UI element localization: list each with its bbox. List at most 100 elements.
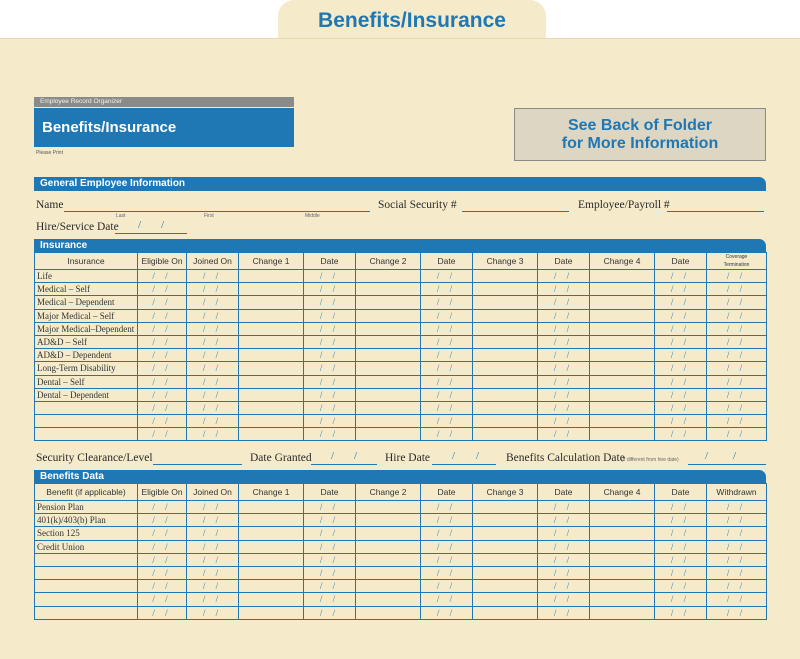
insurance-change-cell[interactable]: [238, 282, 304, 297]
insurance-change-cell[interactable]: [355, 414, 421, 429]
insurance-change-cell[interactable]: [238, 334, 304, 350]
insurance-change-cell[interactable]: [238, 400, 304, 416]
benefits-date-cell[interactable]: / /: [537, 605, 590, 620]
insurance-date-cell[interactable]: / /: [537, 295, 590, 310]
benefits-date-cell[interactable]: / /: [537, 526, 590, 541]
insurance-date-cell[interactable]: / /: [706, 282, 767, 297]
hire-date-field[interactable]: [432, 464, 496, 465]
insurance-date-cell[interactable]: / /: [137, 334, 187, 350]
insurance-date-cell[interactable]: / /: [137, 282, 187, 297]
benefits-date-cell[interactable]: / /: [706, 579, 767, 594]
insurance-date-cell[interactable]: / /: [137, 400, 187, 416]
benefits-change-cell[interactable]: [589, 565, 655, 581]
benefits-change-cell[interactable]: [355, 552, 421, 567]
benefits-calc-field[interactable]: [688, 464, 766, 465]
insurance-date-cell[interactable]: / /: [537, 268, 590, 284]
insurance-date-cell[interactable]: / /: [420, 361, 473, 376]
insurance-change-cell[interactable]: [355, 400, 421, 416]
insurance-change-cell[interactable]: [472, 295, 538, 310]
insurance-change-cell[interactable]: [355, 295, 421, 310]
insurance-date-cell[interactable]: / /: [420, 414, 473, 429]
benefits-date-cell[interactable]: / /: [654, 499, 707, 515]
benefits-date-cell[interactable]: / /: [137, 539, 187, 554]
benefits-date-cell[interactable]: / /: [303, 499, 356, 515]
benefits-date-cell[interactable]: / /: [303, 605, 356, 620]
date-granted-field[interactable]: [311, 464, 377, 465]
insurance-date-cell[interactable]: / /: [537, 387, 590, 402]
insurance-date-cell[interactable]: / /: [654, 268, 707, 284]
benefits-date-cell[interactable]: / /: [186, 513, 239, 528]
benefits-change-cell[interactable]: [472, 565, 538, 581]
insurance-date-cell[interactable]: / /: [706, 348, 767, 363]
benefits-date-cell[interactable]: / /: [420, 552, 473, 567]
insurance-date-cell[interactable]: / /: [654, 414, 707, 429]
insurance-date-cell[interactable]: / /: [654, 321, 707, 336]
insurance-date-cell[interactable]: / /: [186, 374, 239, 389]
insurance-change-cell[interactable]: [589, 361, 655, 376]
benefits-date-cell[interactable]: / /: [654, 592, 707, 607]
hire-service-field[interactable]: [115, 233, 187, 234]
benefits-date-cell[interactable]: / /: [537, 499, 590, 515]
insurance-change-cell[interactable]: [238, 268, 304, 284]
benefits-date-cell[interactable]: / /: [706, 499, 767, 515]
insurance-date-cell[interactable]: / /: [137, 414, 187, 429]
security-clearance-field[interactable]: [153, 464, 242, 465]
benefits-date-cell[interactable]: / /: [654, 539, 707, 554]
benefits-date-cell[interactable]: / /: [420, 565, 473, 581]
insurance-date-cell[interactable]: / /: [537, 374, 590, 389]
insurance-change-cell[interactable]: [472, 427, 538, 442]
insurance-date-cell[interactable]: / /: [706, 414, 767, 429]
insurance-change-cell[interactable]: [238, 308, 304, 323]
insurance-date-cell[interactable]: / /: [654, 400, 707, 416]
insurance-date-cell[interactable]: / /: [706, 295, 767, 310]
benefits-date-cell[interactable]: / /: [420, 513, 473, 528]
benefits-date-cell[interactable]: / /: [654, 513, 707, 528]
insurance-date-cell[interactable]: / /: [654, 374, 707, 389]
benefits-change-cell[interactable]: [472, 605, 538, 620]
insurance-change-cell[interactable]: [355, 348, 421, 363]
benefits-change-cell[interactable]: [472, 513, 538, 528]
insurance-date-cell[interactable]: / /: [654, 361, 707, 376]
insurance-change-cell[interactable]: [355, 308, 421, 323]
benefits-date-cell[interactable]: / /: [137, 513, 187, 528]
name-field[interactable]: [64, 211, 370, 212]
insurance-change-cell[interactable]: [355, 334, 421, 350]
insurance-date-cell[interactable]: / /: [654, 282, 707, 297]
benefits-change-cell[interactable]: [589, 552, 655, 567]
insurance-date-cell[interactable]: / /: [706, 321, 767, 336]
insurance-date-cell[interactable]: / /: [186, 387, 239, 402]
insurance-date-cell[interactable]: / /: [303, 348, 356, 363]
insurance-date-cell[interactable]: / /: [186, 321, 239, 336]
benefits-date-cell[interactable]: / /: [137, 565, 187, 581]
insurance-change-cell[interactable]: [238, 427, 304, 442]
insurance-date-cell[interactable]: / /: [186, 334, 239, 350]
insurance-date-cell[interactable]: / /: [186, 268, 239, 284]
benefits-date-cell[interactable]: / /: [303, 565, 356, 581]
insurance-date-cell[interactable]: / /: [654, 308, 707, 323]
benefits-date-cell[interactable]: / /: [654, 605, 707, 620]
benefits-date-cell[interactable]: / /: [303, 579, 356, 594]
insurance-date-cell[interactable]: / /: [537, 414, 590, 429]
insurance-date-cell[interactable]: / /: [706, 400, 767, 416]
insurance-date-cell[interactable]: / /: [303, 374, 356, 389]
insurance-date-cell[interactable]: / /: [420, 427, 473, 442]
insurance-change-cell[interactable]: [589, 427, 655, 442]
benefits-date-cell[interactable]: / /: [137, 552, 187, 567]
insurance-date-cell[interactable]: / /: [706, 361, 767, 376]
insurance-change-cell[interactable]: [472, 334, 538, 350]
insurance-change-cell[interactable]: [355, 321, 421, 336]
insurance-date-cell[interactable]: / /: [654, 295, 707, 310]
insurance-date-cell[interactable]: / /: [137, 361, 187, 376]
benefits-change-cell[interactable]: [472, 579, 538, 594]
benefits-date-cell[interactable]: / /: [537, 579, 590, 594]
benefits-date-cell[interactable]: / /: [420, 592, 473, 607]
benefits-date-cell[interactable]: / /: [537, 592, 590, 607]
insurance-date-cell[interactable]: / /: [420, 321, 473, 336]
benefits-date-cell[interactable]: / /: [654, 552, 707, 567]
benefits-date-cell[interactable]: / /: [420, 499, 473, 515]
insurance-date-cell[interactable]: / /: [137, 308, 187, 323]
insurance-date-cell[interactable]: / /: [537, 321, 590, 336]
benefits-change-cell[interactable]: [355, 539, 421, 554]
benefits-change-cell[interactable]: [238, 513, 304, 528]
insurance-change-cell[interactable]: [472, 282, 538, 297]
